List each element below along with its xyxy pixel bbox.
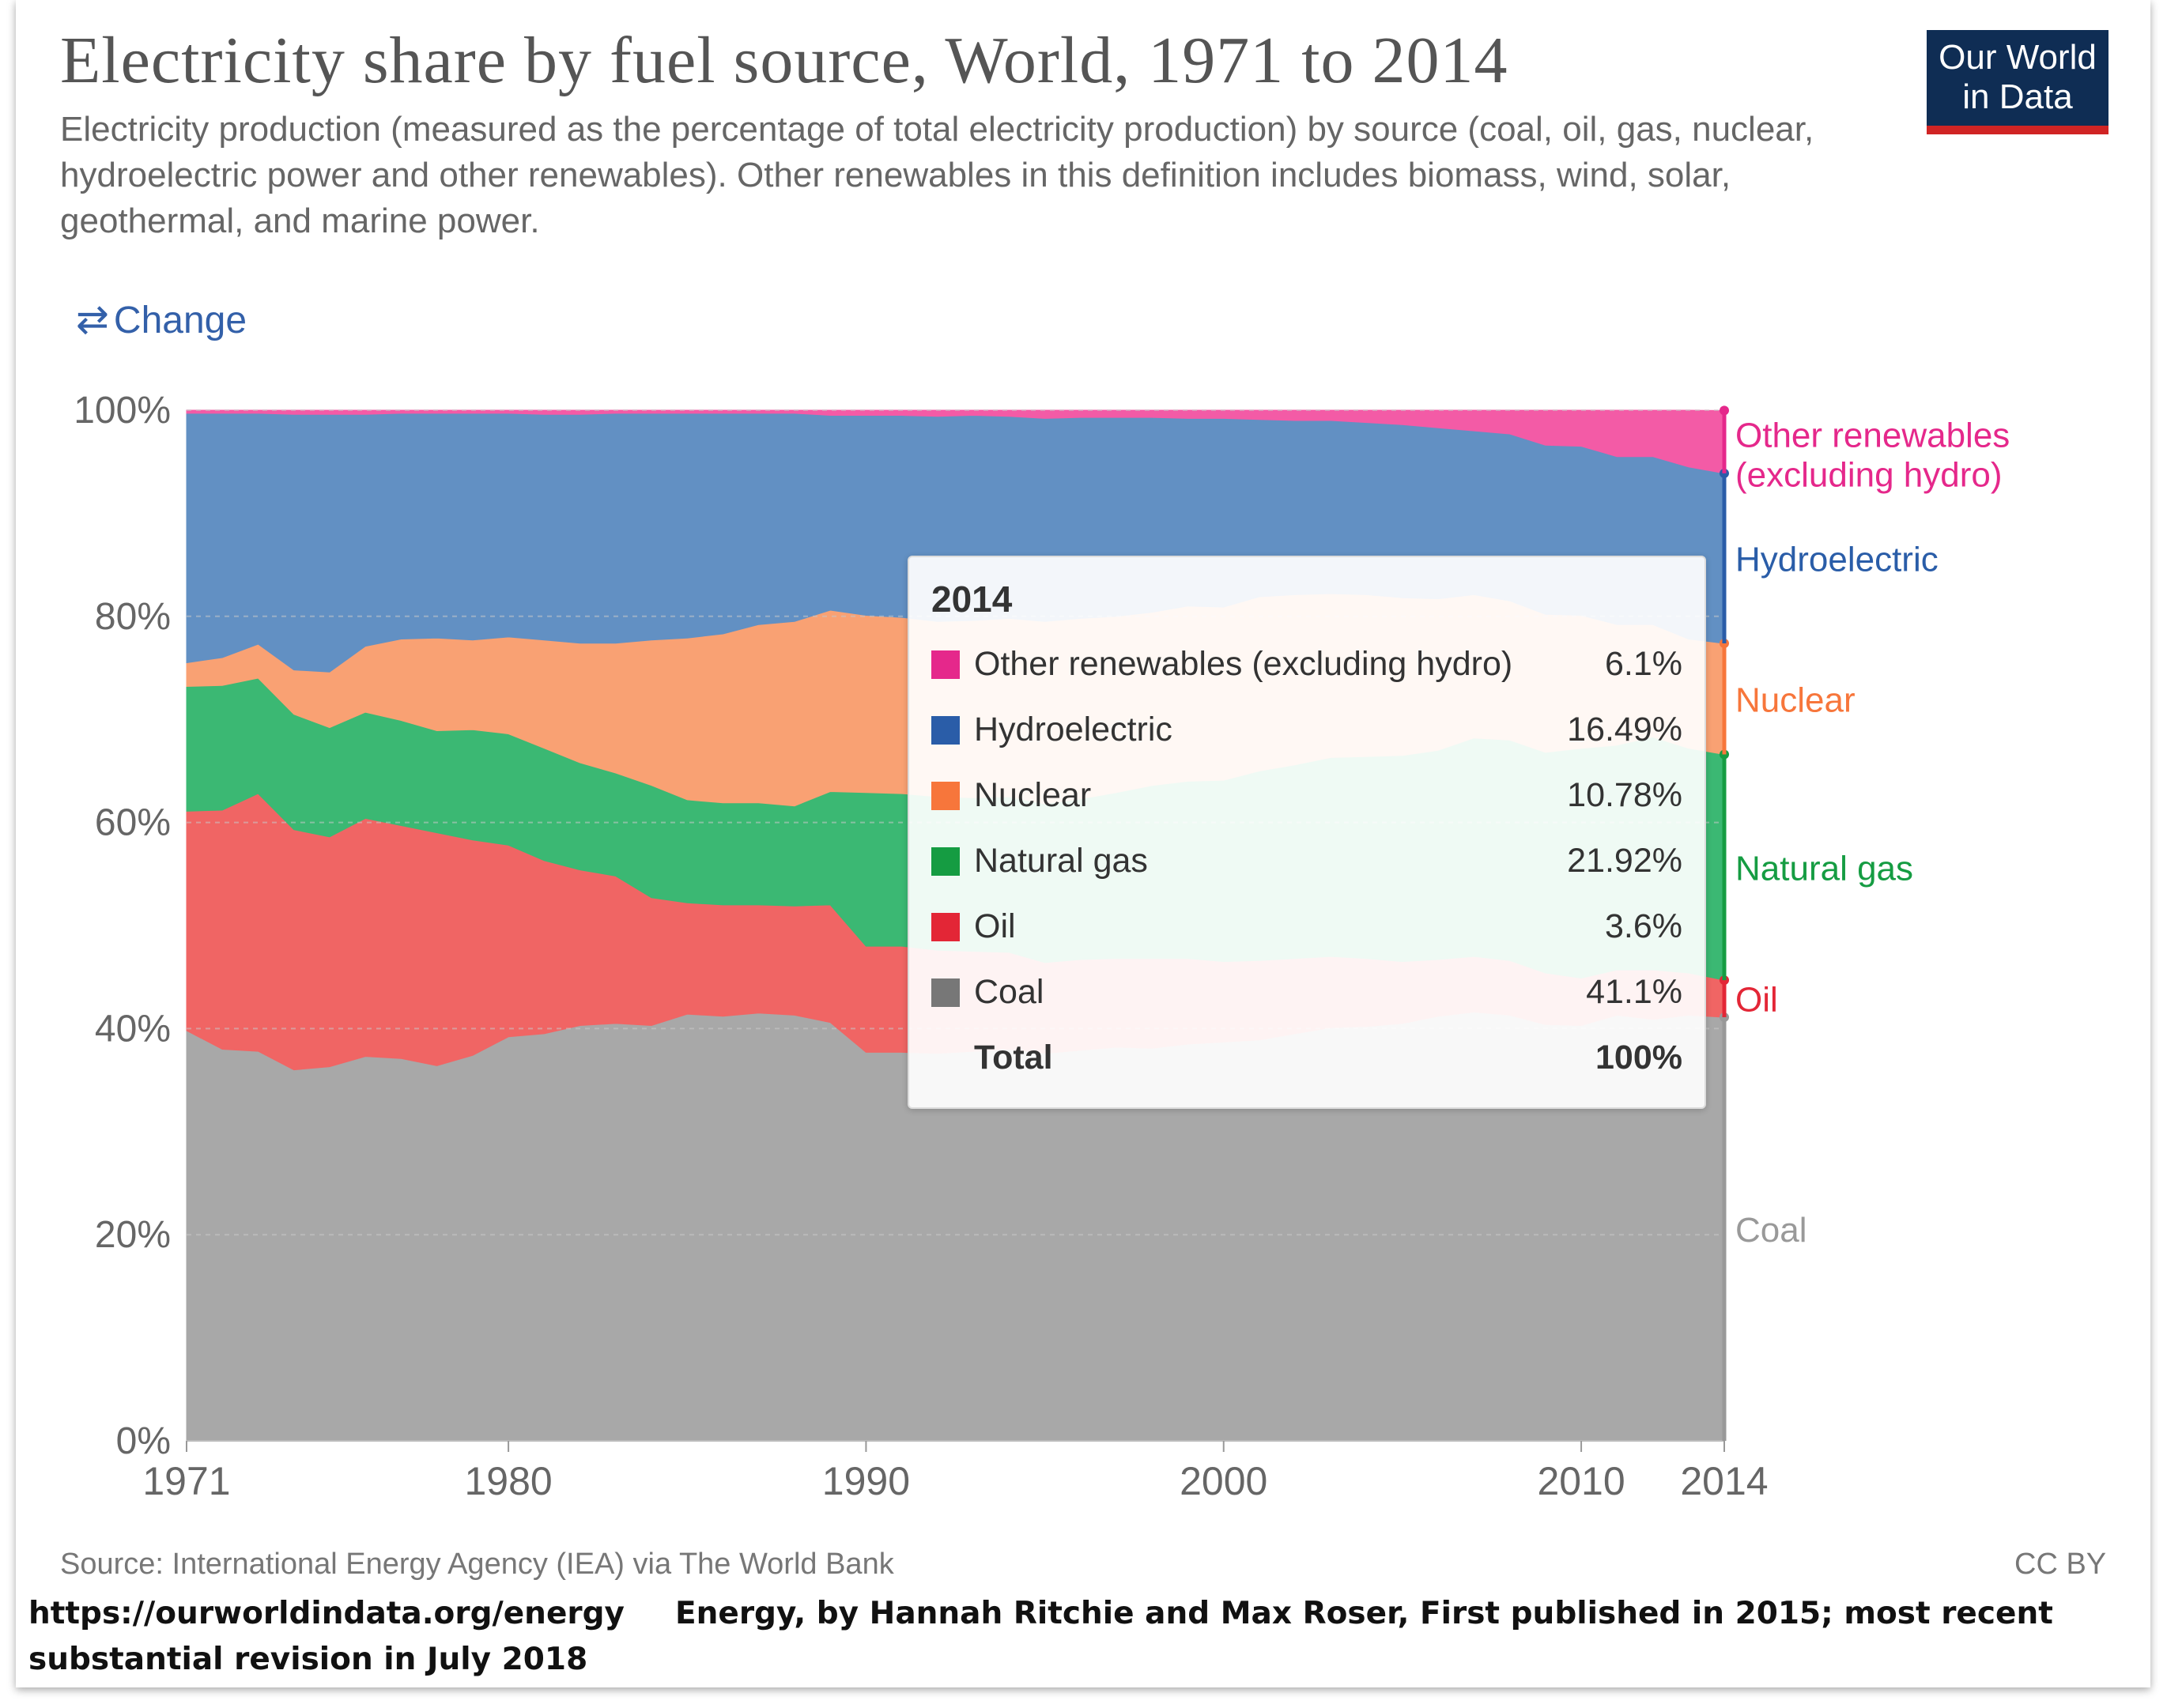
tooltip-total-value: 100% — [1595, 1039, 1682, 1076]
x-tick-label: 1971 — [142, 1459, 230, 1503]
tooltip-series-value: 41.1% — [1586, 973, 1682, 1011]
tooltip-rows: Other renewables (excluding hydro) 6.1% Hy… — [931, 632, 1682, 1025]
y-tick-label: 40% — [95, 1008, 171, 1050]
change-button[interactable]: ⇄ Change — [76, 296, 247, 342]
tooltip-swatch — [931, 912, 960, 941]
tooltip-row: Other renewables (excluding hydro) 6.1% — [931, 632, 1682, 697]
tooltip-series-name: Coal — [974, 973, 1044, 1011]
tooltip-swatch — [931, 715, 960, 745]
license-link[interactable]: CC BY — [2014, 1548, 2107, 1581]
tooltip-series-name: Oil — [974, 907, 1016, 945]
tooltip-swatch — [931, 978, 960, 1007]
x-tick-label: 1990 — [822, 1459, 910, 1503]
source-note[interactable]: Source: International Energy Agency (IEA… — [60, 1548, 894, 1581]
tooltip-row: Coal 41.1% — [931, 960, 1682, 1025]
series-end-label: Natural gas — [1735, 849, 1913, 888]
tooltip-series-value: 21.92% — [1567, 842, 1682, 880]
series-end-label: (excluding hydro) — [1735, 455, 2003, 494]
tooltip-series-value: 10.78% — [1567, 776, 1682, 814]
change-label: Change — [113, 300, 247, 341]
tooltip-series-value: 16.49% — [1567, 711, 1682, 748]
y-tick-label: 20% — [95, 1214, 171, 1256]
y-tick-label: 60% — [95, 802, 171, 844]
swap-arrows-icon: ⇄ — [76, 297, 109, 341]
tooltip-total-label: Total — [974, 1039, 1053, 1076]
tooltip-row: Natural gas 21.92% — [931, 828, 1682, 894]
tooltip-swatch — [931, 846, 960, 876]
series-end-label: Oil — [1735, 981, 1778, 1020]
tooltip-swatch — [931, 650, 960, 679]
tooltip-series-name: Other renewables (excluding hydro) — [974, 645, 1513, 683]
y-tick-label: 100% — [74, 390, 171, 432]
tooltip-series-name: Hydroelectric — [974, 711, 1172, 748]
tooltip-row: Nuclear 10.78% — [931, 763, 1682, 828]
tooltip-total-row: Total 100% — [931, 1025, 1682, 1091]
citation-footer: https://ourworldindata.org/energy Energy,… — [28, 1591, 2147, 1683]
x-tick-label: 2000 — [1180, 1459, 1267, 1503]
footer-credit: Energy, by Hannah Ritchie and Max Roser,… — [28, 1596, 2053, 1677]
tooltip-year: 2014 — [931, 579, 1013, 620]
x-tick-label: 1980 — [464, 1459, 552, 1503]
tooltip-series-value: 6.1% — [1604, 645, 1682, 683]
tooltip-swatch — [931, 781, 960, 810]
owid-logo[interactable]: Our World in Data — [1927, 30, 2108, 134]
logo-line-1: Our World — [1939, 38, 2097, 77]
series-end-label: Nuclear — [1735, 681, 1856, 719]
footer-url[interactable]: https://ourworldindata.org/energy — [28, 1596, 625, 1631]
series-end-label: Other renewables — [1735, 416, 2010, 454]
tooltip-row: Oil 3.6% — [931, 894, 1682, 960]
tooltip-series-name: Natural gas — [974, 842, 1148, 880]
chart-subtitle: Electricity production (measured as the … — [60, 110, 1814, 240]
tooltip-series-name: Nuclear — [974, 776, 1092, 814]
series-end-label: Coal — [1735, 1211, 1807, 1250]
logo-line-2: in Data — [1962, 77, 2073, 116]
tooltip-row: Hydroelectric 16.49% — [931, 697, 1682, 763]
x-tick-label: 2014 — [1680, 1459, 1768, 1503]
y-tick-label: 80% — [95, 596, 171, 638]
end-marker — [1720, 405, 1729, 416]
year-tooltip: 2014 Other renewables (excluding hydro) 6… — [908, 556, 1706, 1109]
chart-title: Electricity share by fuel source, World,… — [60, 24, 1508, 97]
series-end-label: Hydroelectric — [1735, 540, 1939, 579]
y-tick-label: 0% — [116, 1420, 171, 1462]
tooltip-series-value: 3.6% — [1604, 907, 1682, 945]
x-tick-label: 2010 — [1537, 1459, 1625, 1503]
